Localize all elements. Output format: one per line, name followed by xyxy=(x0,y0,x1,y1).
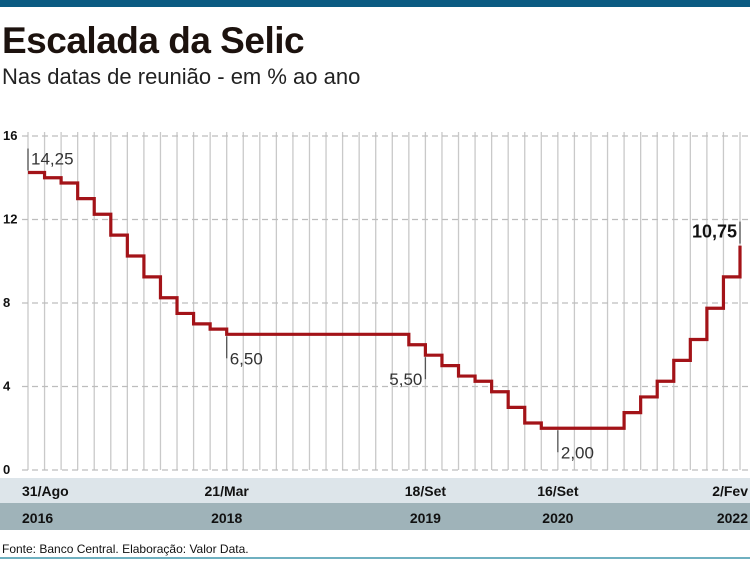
date-band xyxy=(0,478,750,503)
x-year-label: 2016 xyxy=(22,510,53,526)
source-note: Fonte: Banco Central. Elaboração: Valor … xyxy=(2,542,249,556)
bottom-rule xyxy=(0,557,750,559)
x-date-label: 16/Set xyxy=(537,483,579,499)
chart-title: Escalada da Selic xyxy=(2,20,305,61)
y-tick-label: 12 xyxy=(3,212,17,227)
y-tick-label: 4 xyxy=(3,379,11,394)
x-year-label: 2022 xyxy=(717,510,748,526)
series-selic-line xyxy=(28,170,742,430)
y-tick-label: 8 xyxy=(3,295,10,310)
x-date-label: 2/Fev xyxy=(712,483,748,499)
top-bar xyxy=(0,0,750,7)
annotation-label: 2,00 xyxy=(561,443,594,462)
annotation-label: 14,25 xyxy=(31,150,74,169)
annotation-label: 10,75 xyxy=(692,222,737,242)
x-date-label: 18/Set xyxy=(405,483,447,499)
x-date-label: 21/Mar xyxy=(205,483,250,499)
chart-subtitle: Nas datas de reunião - em % ao ano xyxy=(2,64,361,89)
x-year-label: 2020 xyxy=(542,510,573,526)
year-band xyxy=(0,503,750,530)
x-year-label: 2018 xyxy=(211,510,242,526)
annotation-label: 6,50 xyxy=(230,349,263,368)
y-tick-label: 16 xyxy=(3,128,17,143)
x-year-label: 2019 xyxy=(410,510,441,526)
y-tick-label: 0 xyxy=(3,462,10,477)
annotation-label: 5,50 xyxy=(389,370,422,389)
x-date-label: 31/Ago xyxy=(22,483,69,499)
